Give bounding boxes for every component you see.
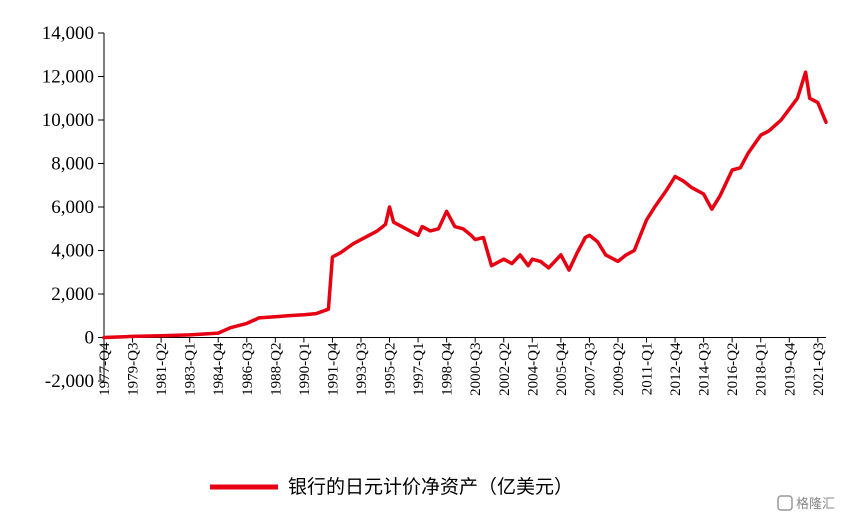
x-tick-label: 1991-Q4 [325, 342, 341, 396]
x-tick-label: 1981-Q2 [154, 343, 170, 396]
series-layer [102, 70, 828, 340]
x-tick-label: 1993-Q3 [354, 343, 370, 396]
x-tick-label: 1984-Q4 [211, 342, 227, 396]
legend-label: 银行的日元计价净资产（亿美元） [288, 476, 573, 498]
x-tick-label: 2009-Q2 [611, 343, 627, 396]
x-tick-label: 1979-Q3 [126, 343, 142, 396]
y-tick-label: 14,000 [42, 23, 94, 44]
x-tick-label: 1990-Q1 [297, 343, 313, 396]
x-tick-label: 2021-Q3 [811, 343, 827, 396]
x-tick-label: 1977-Q4 [97, 342, 113, 396]
x-tick-label: 2000-Q3 [468, 343, 484, 396]
x-tick-label: 1998-Q4 [440, 342, 456, 396]
y-tick-label: 10,000 [42, 110, 94, 131]
x-axis: 1977-Q4 1979-Q3 1981-Q2 1983-Q1 1984-Q4 1986-… [97, 337, 827, 396]
watermark: 格隆汇 [777, 495, 835, 512]
x-tick-label: 2004-Q1 [525, 343, 541, 396]
x-tick-label: 1986-Q3 [240, 343, 256, 396]
watermark-text: 格隆汇 [796, 496, 835, 512]
y-tick-label: 0 [85, 328, 95, 349]
x-tick-label: 1997-Q1 [411, 343, 427, 396]
y-tick-label: 2,000 [51, 284, 94, 305]
x-tick-label: 1988-Q2 [268, 343, 284, 396]
y-tick-label: 12,000 [42, 67, 94, 88]
y-tick-label: 6,000 [51, 197, 94, 218]
x-tick-label: 2012-Q4 [668, 342, 684, 396]
y-axis: -2,000 0 2,000 4,000 6,000 8,000 10,000 12,000 1… [42, 23, 105, 392]
x-tick-label: 1983-Q1 [183, 343, 199, 396]
x-tick-label: 2002-Q2 [497, 343, 513, 396]
y-tick-label: 8,000 [51, 154, 94, 175]
x-tick-label: 2014-Q3 [697, 343, 713, 396]
legend: 银行的日元计价净资产（亿美元） [210, 476, 573, 498]
x-tick-label: 2005-Q4 [554, 342, 570, 396]
x-tick-label: 2019-Q4 [782, 342, 798, 396]
x-tick-label: 2018-Q1 [754, 343, 770, 396]
y-tick-label: -2,000 [45, 371, 94, 392]
y-tick-label: 4,000 [51, 241, 94, 262]
x-tick-label: 2007-Q3 [582, 343, 598, 396]
watermark-logo-icon [777, 495, 793, 511]
x-tick-label: 2016-Q2 [725, 343, 741, 396]
x-tick-label: 2011-Q1 [640, 343, 656, 396]
x-tick-label: 1995-Q2 [383, 343, 399, 396]
series-line [102, 70, 828, 340]
